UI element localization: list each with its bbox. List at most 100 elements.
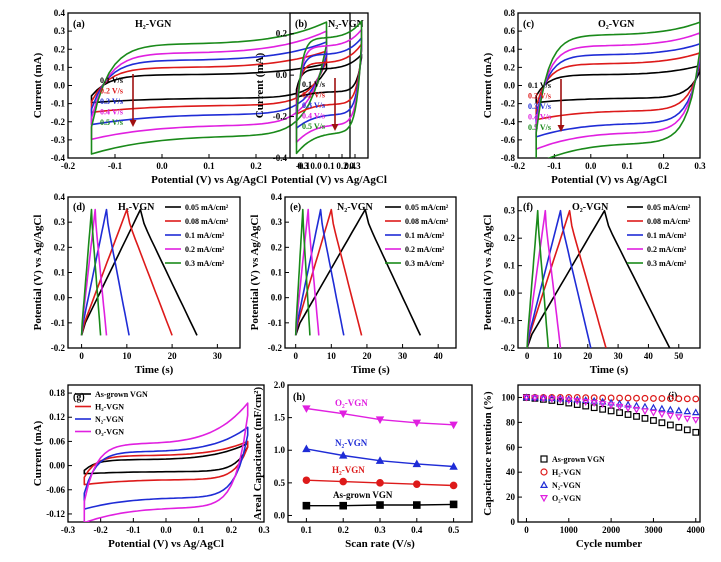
plot-area: [526, 209, 671, 348]
x-tick-label: 10: [553, 351, 563, 361]
y-tick-label: -0.4: [501, 117, 516, 127]
x-tick-label: 0: [79, 351, 84, 361]
scan-rate-label: 0.2 V/s: [528, 92, 551, 101]
y-axis-label: Potential (V) vs Ag/AgCl: [482, 215, 494, 331]
panel-label: (g): [73, 392, 85, 403]
cv-curve-2: [535, 52, 700, 121]
cv-curve-4: [83, 402, 249, 522]
y-tick-label: 0.0: [54, 81, 66, 91]
plot-area: [522, 393, 700, 436]
y-tick-label: 0.0: [271, 293, 283, 303]
y-tick-label: 0.0: [274, 510, 286, 520]
legend-label: N₂-VGN: [552, 481, 581, 490]
legend-label: O₂-VGN: [95, 428, 124, 437]
y-tick-label: -0.06: [46, 485, 65, 495]
data-point: [376, 479, 384, 487]
data-point: [573, 394, 581, 401]
cv-curve-1: [90, 63, 328, 104]
x-tick-label: 0.0: [310, 161, 322, 171]
data-point: [556, 396, 565, 404]
x-tick-label: 0.3: [694, 161, 706, 171]
series-label: H₂-VGN: [332, 465, 365, 475]
data-point: [650, 417, 657, 424]
panel-title: H₂-VGN: [118, 202, 155, 213]
gcd-curve-3: [294, 208, 345, 336]
y-tick-label: -0.4: [51, 153, 66, 163]
plot-area: [90, 21, 328, 155]
scan-rate-label: 0.3 V/s: [302, 101, 325, 110]
data-point: [691, 417, 700, 424]
data-point: [339, 501, 348, 510]
panel-title: N₂-VGN: [337, 202, 374, 213]
series-label: As-grown VGN: [333, 490, 393, 500]
data-point: [413, 501, 421, 509]
data-point: [599, 394, 607, 402]
y-tick-label: 0.0: [504, 288, 516, 298]
data-point: [683, 407, 692, 415]
y-axis-label: Current (mA): [482, 52, 494, 118]
series-label: O₂-VGN: [335, 398, 368, 408]
y-tick-label: -0.6: [501, 135, 516, 145]
x-axis-label: Time (s): [135, 364, 174, 376]
y-tick-label: 0.2: [276, 29, 288, 39]
y-tick-label: -0.2: [268, 343, 283, 353]
data-point: [692, 428, 700, 436]
x-tick-label: 0.3: [297, 161, 309, 171]
plot-frame: [517, 384, 701, 523]
y-tick-label: 0.2: [54, 44, 66, 54]
y-tick-label: 0.1: [54, 62, 66, 72]
legend-label: 0.2 mA/cm²: [185, 245, 225, 254]
y-tick-label: -0.1: [51, 99, 66, 109]
x-tick-label: 1000: [560, 525, 579, 535]
legend-marker: [540, 468, 548, 476]
panel-label: (h): [293, 392, 305, 403]
data-point: [683, 395, 691, 403]
y-tick-label: 100: [502, 392, 516, 402]
y-tick-label: 2.0: [274, 380, 286, 390]
data-point: [302, 405, 311, 413]
x-tick-label: -0.3: [61, 525, 76, 535]
y-tick-label: 0.2: [54, 242, 66, 252]
plot-area: [302, 405, 458, 510]
data-point: [615, 399, 624, 407]
panel-b: -0.1 0.0 0.1 0.2 0.3-0.4-0.20.00.2Potential …: [254, 12, 387, 186]
y-tick-label: 0.3: [271, 217, 283, 227]
y-axis-label: Current (mA): [32, 52, 44, 118]
data-point: [641, 414, 649, 422]
data-point: [675, 406, 683, 414]
y-tick-label: 1.0: [274, 445, 286, 455]
x-tick-label: 0.2: [338, 525, 350, 535]
y-tick-label: 0.12: [49, 412, 65, 422]
scan-rate-label: 0.1 V/s: [302, 80, 325, 89]
y-tick-label: 0.0: [54, 293, 66, 303]
gcd-curve-1: [294, 208, 422, 336]
y-axis-label: Current (mA): [254, 52, 266, 118]
panel-label: (f): [523, 202, 533, 213]
x-tick-label: 0.1: [203, 161, 215, 171]
data-point: [692, 395, 700, 403]
gcd-curve-1: [80, 208, 198, 336]
data-point: [624, 400, 632, 408]
data-point: [573, 398, 582, 405]
x-tick-label: 0.4: [344, 161, 356, 171]
data-point: [556, 398, 564, 406]
data-point: [339, 477, 348, 486]
panel-title: H₂-VGN: [135, 19, 172, 30]
x-tick-label: 0.2: [658, 161, 670, 171]
y-tick-label: 0.2: [504, 233, 516, 243]
x-tick-label: 0.1: [193, 525, 205, 535]
x-tick-label: -0.1: [547, 161, 562, 171]
y-tick-label: 0.4: [271, 192, 283, 202]
legend-label: H₂-VGN: [95, 403, 124, 412]
scan-rate-label: 0.5 V/s: [302, 122, 325, 131]
x-tick-label: 0.3: [374, 525, 386, 535]
series-label: N₂-VGN: [335, 438, 368, 448]
panel-label: (e): [290, 202, 301, 213]
y-tick-label: -0.1: [501, 316, 516, 326]
cv-curve-5: [90, 21, 328, 155]
y-axis-label: Capacitance retention (%): [482, 391, 494, 516]
data-point: [650, 395, 657, 402]
data-point: [302, 476, 311, 485]
panel-g: -0.3 -0.2 -0.1 0.0 0.1 0.2 0.3 -0.12 -0.06 0.00 0.…: [32, 384, 270, 550]
